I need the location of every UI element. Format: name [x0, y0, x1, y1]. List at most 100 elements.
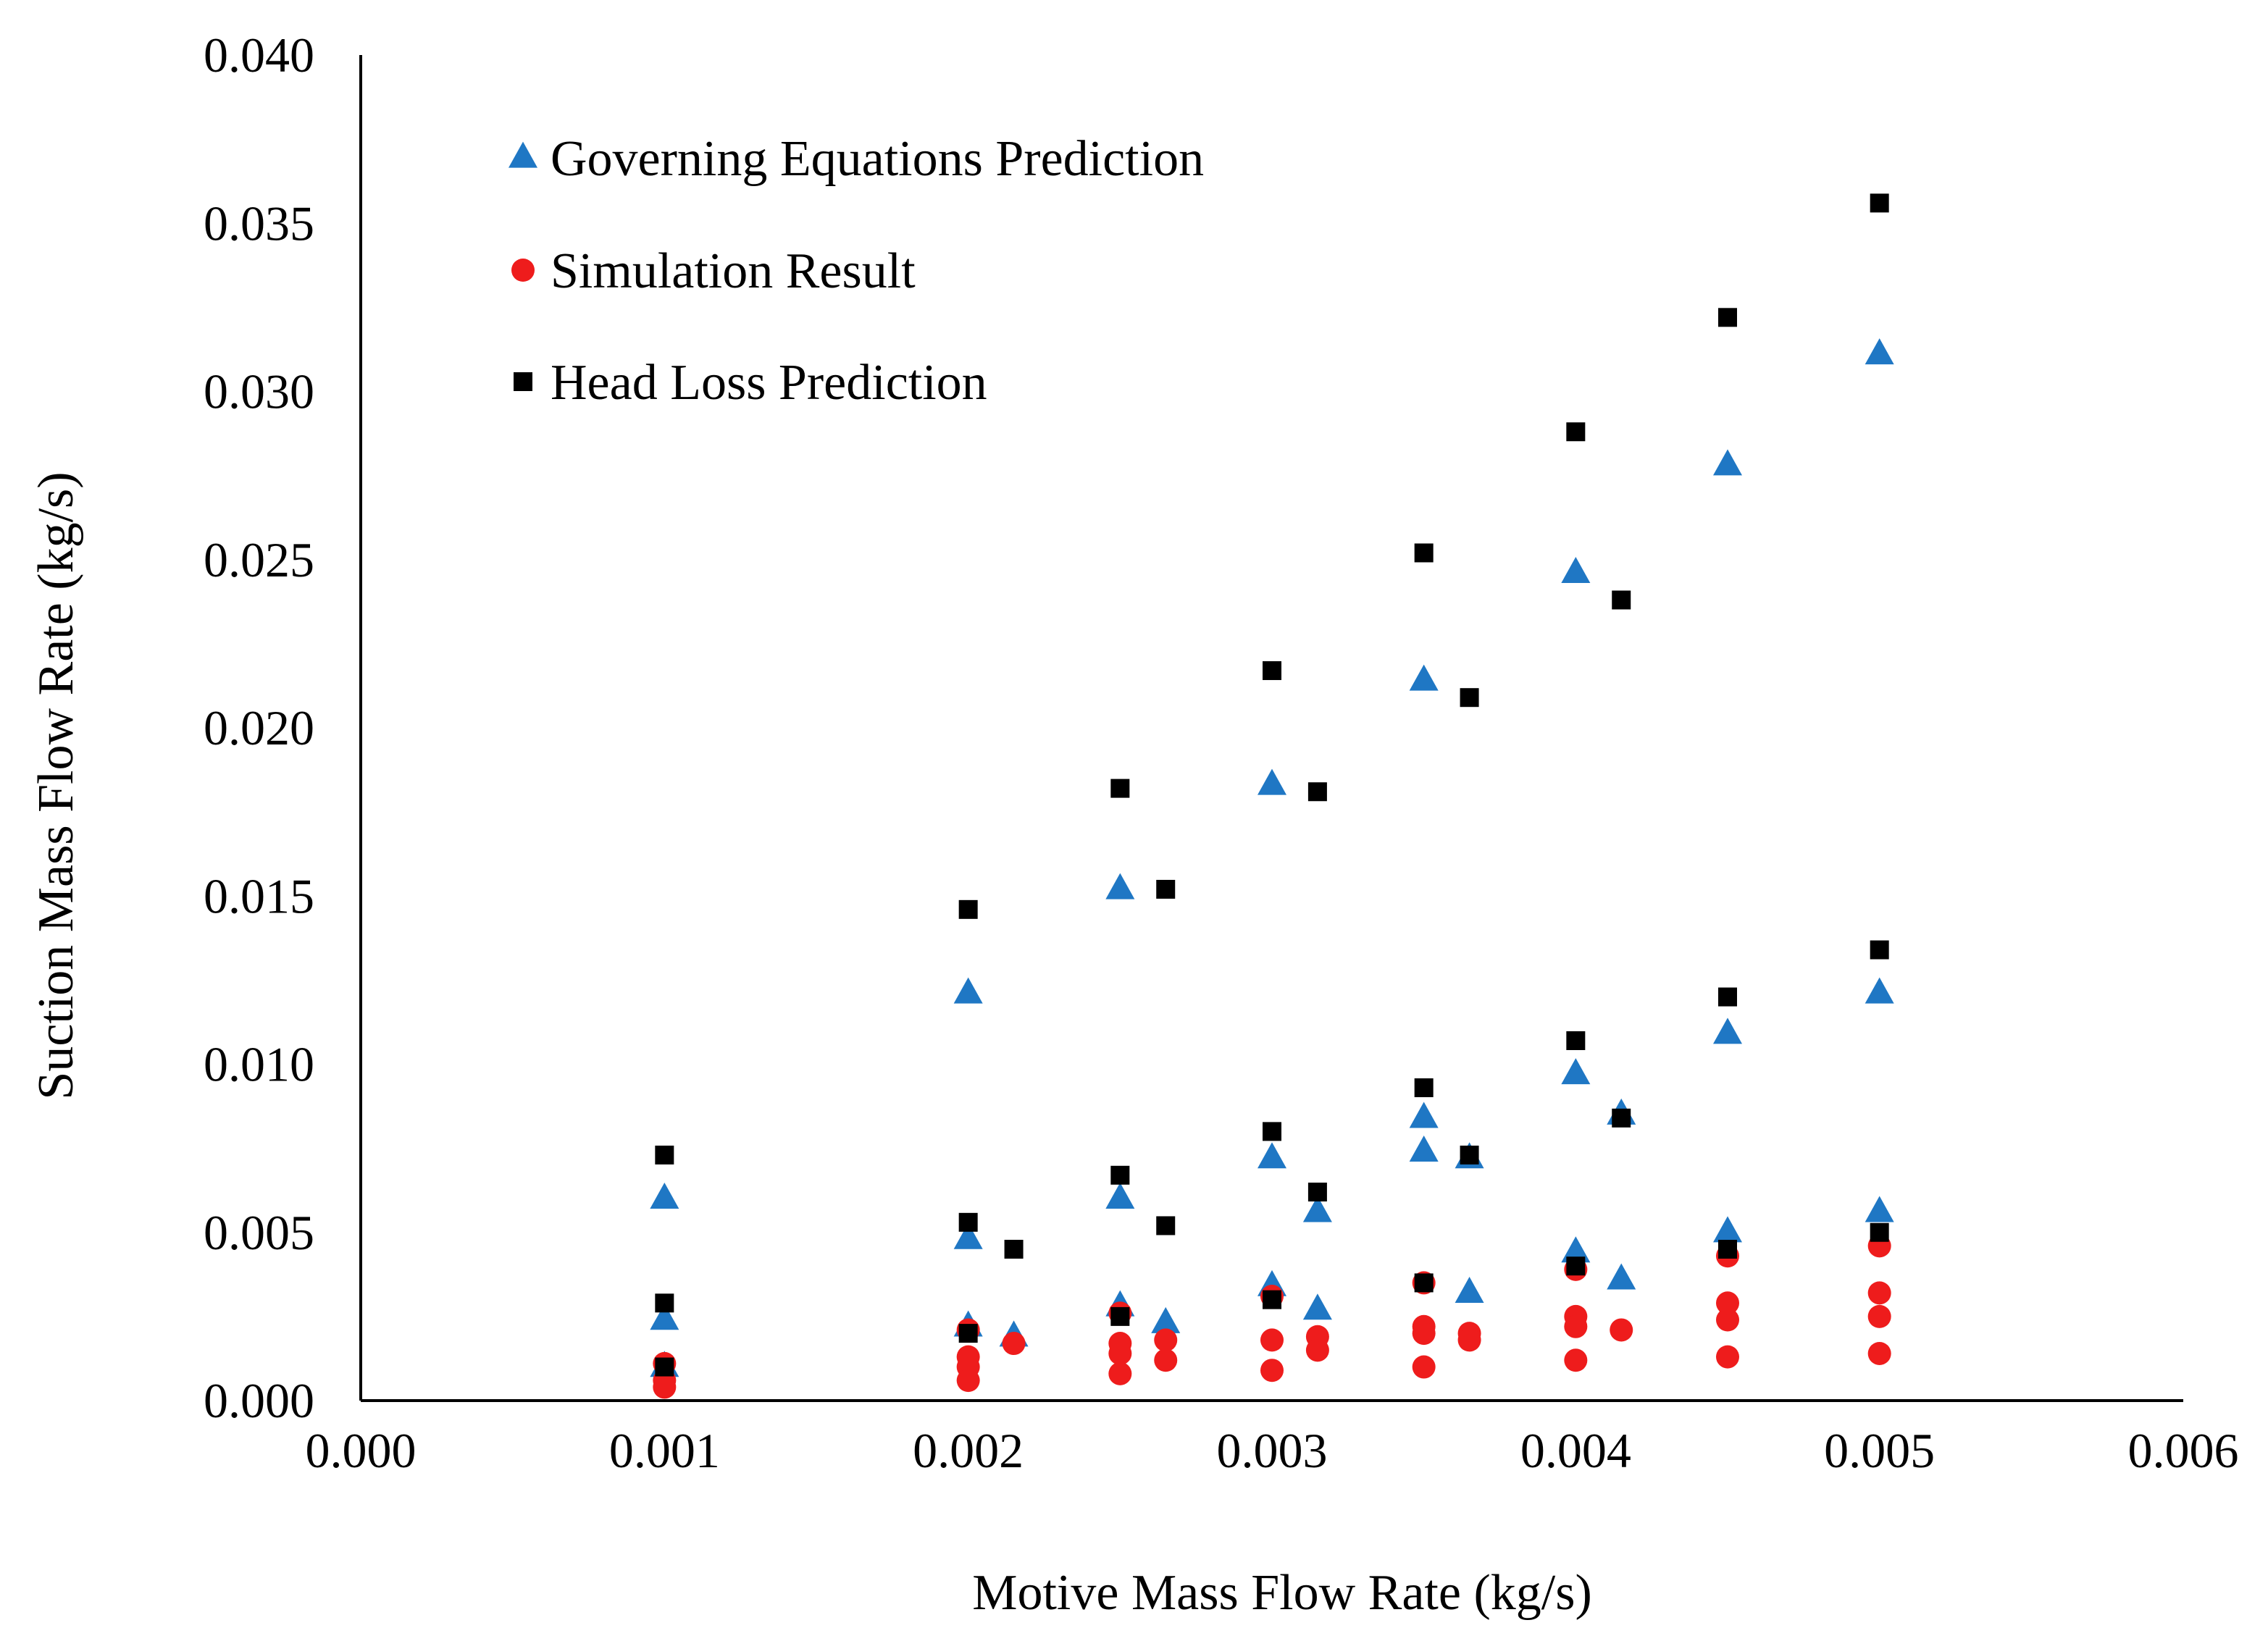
governing-equations-point: [1607, 1263, 1636, 1290]
y-tick-label: 0.000: [204, 1373, 314, 1428]
governing-equations-point: [953, 977, 983, 1004]
simulation-result-point: [1412, 1355, 1436, 1379]
head-loss-point: [655, 1357, 674, 1377]
head-loss-point: [1870, 193, 1889, 213]
legend-triangle-marker: [509, 141, 537, 168]
head-loss-point: [1414, 543, 1434, 563]
head-loss-point: [1460, 1145, 1479, 1165]
head-loss-point: [1414, 1078, 1434, 1098]
simulation-result-point: [1716, 1345, 1739, 1369]
y-tick-label: 0.030: [204, 364, 314, 419]
y-axis: 0.000 0.005 0.010 0.015 0.020 0.025 0.030 0.035…: [204, 28, 362, 1428]
y-tick-label: 0.010: [204, 1037, 314, 1092]
head-loss-point: [1612, 590, 1631, 610]
governing-equations-point: [1105, 873, 1135, 899]
head-loss-point: [1718, 1239, 1737, 1259]
legend-item-governing-equations: Governing Equations Prediction: [509, 131, 1204, 187]
x-tick-label: 0.004: [1520, 1423, 1631, 1478]
head-loss-point: [1566, 422, 1586, 442]
governing-equations-point: [1409, 1102, 1439, 1128]
governing-equations-point: [953, 1222, 983, 1249]
simulation-result-point: [1457, 1328, 1481, 1352]
head-loss-point: [1307, 1183, 1327, 1202]
legend-item-head-loss: Head Loss Prediction: [514, 355, 987, 411]
x-axis: 0.000 0.001 0.002 0.003 0.004 0.005 0.006: [306, 1399, 2239, 1478]
head-loss-point: [1110, 1306, 1130, 1326]
head-loss-point: [1263, 661, 1281, 681]
legend-triangle-icon: [509, 141, 537, 168]
legend-circle-icon: [511, 259, 535, 282]
simulation-result-point: [1867, 1281, 1891, 1305]
simulation-result-point: [1260, 1359, 1284, 1382]
governing-equations-point: [1302, 1196, 1332, 1222]
governing-equations-point: [1302, 1293, 1332, 1320]
head-loss-point: [1307, 782, 1327, 802]
governing-equations-point: [1561, 1236, 1591, 1263]
simulation-result-point: [1867, 1341, 1891, 1365]
head-loss-point: [655, 1293, 674, 1313]
head-loss-point: [1718, 308, 1737, 327]
y-axis-title: Suction Mass Flow Rate (kg/s): [28, 471, 84, 1099]
simulation-result-point: [1002, 1332, 1026, 1356]
x-axis-title: Motive Mass Flow Rate (kg/s): [972, 1565, 1592, 1621]
governing-equations-point: [1258, 1142, 1286, 1169]
simulation-result-point: [1610, 1318, 1633, 1342]
governing-equations-point: [650, 1304, 679, 1330]
head-loss-point: [1870, 1222, 1889, 1242]
x-tick-label: 0.000: [306, 1423, 417, 1478]
legend-square-marker: [514, 372, 532, 391]
simulation-result-point: [653, 1375, 677, 1399]
legend-label-governing-equations: Governing Equations Prediction: [551, 131, 1204, 187]
governing-equations-point: [1713, 1017, 1742, 1044]
legend-circle-marker: [511, 259, 535, 282]
y-tick-label: 0.025: [204, 532, 314, 587]
series-head-loss: [655, 193, 1889, 1377]
head-loss-point: [1566, 1031, 1586, 1050]
head-loss-point: [1263, 1290, 1281, 1309]
head-loss-point: [1004, 1239, 1024, 1259]
governing-equations-point: [1409, 664, 1439, 691]
governing-equations-point: [1151, 1306, 1181, 1333]
head-loss-point: [655, 1145, 674, 1165]
x-tick-label: 0.003: [1217, 1423, 1328, 1478]
simulation-result-point: [1305, 1338, 1329, 1362]
legend-label-head-loss: Head Loss Prediction: [551, 355, 987, 411]
governing-equations-point: [1455, 1277, 1484, 1304]
head-loss-point: [1612, 1108, 1631, 1128]
governing-equations-point: [1561, 557, 1591, 584]
head-loss-point: [1870, 940, 1889, 960]
y-tick-label: 0.015: [204, 868, 314, 923]
head-loss-point: [1156, 1216, 1176, 1235]
simulation-result-point: [1716, 1308, 1739, 1332]
x-tick-label: 0.005: [1824, 1423, 1935, 1478]
governing-equations-point: [650, 1182, 679, 1209]
simulation-result-point: [1108, 1341, 1132, 1365]
legend: Governing Equations Prediction Simulatio…: [509, 131, 1204, 411]
head-loss-point: [1263, 1122, 1281, 1141]
head-loss-point: [1414, 1273, 1434, 1293]
simulation-result-point: [1260, 1328, 1284, 1352]
y-tick-label: 0.035: [204, 196, 314, 251]
y-tick-label: 0.005: [204, 1205, 314, 1260]
head-loss-point: [958, 1212, 978, 1232]
governing-equations-point: [1561, 1058, 1591, 1085]
legend-square-icon: [514, 372, 532, 391]
head-loss-point: [1718, 987, 1737, 1007]
governing-equations-point: [1105, 1182, 1135, 1209]
simulation-result-point: [1412, 1322, 1436, 1346]
y-tick-label: 0.020: [204, 700, 314, 755]
head-loss-point: [958, 899, 978, 919]
x-tick-labels: 0.000 0.001 0.002 0.003 0.004 0.005 0.006: [306, 1423, 2239, 1478]
governing-equations-point: [1258, 768, 1286, 795]
head-loss-point: [1460, 688, 1479, 708]
head-loss-point: [958, 1324, 978, 1343]
governing-equations-point: [1865, 1196, 1894, 1222]
simulation-result-point: [956, 1369, 980, 1393]
legend-item-simulation-result: Simulation Result: [511, 243, 916, 299]
x-tick-label: 0.002: [913, 1423, 1024, 1478]
simulation-result-point: [1564, 1314, 1588, 1338]
simulation-result-point: [1564, 1348, 1588, 1372]
governing-equations-point: [1713, 449, 1742, 476]
